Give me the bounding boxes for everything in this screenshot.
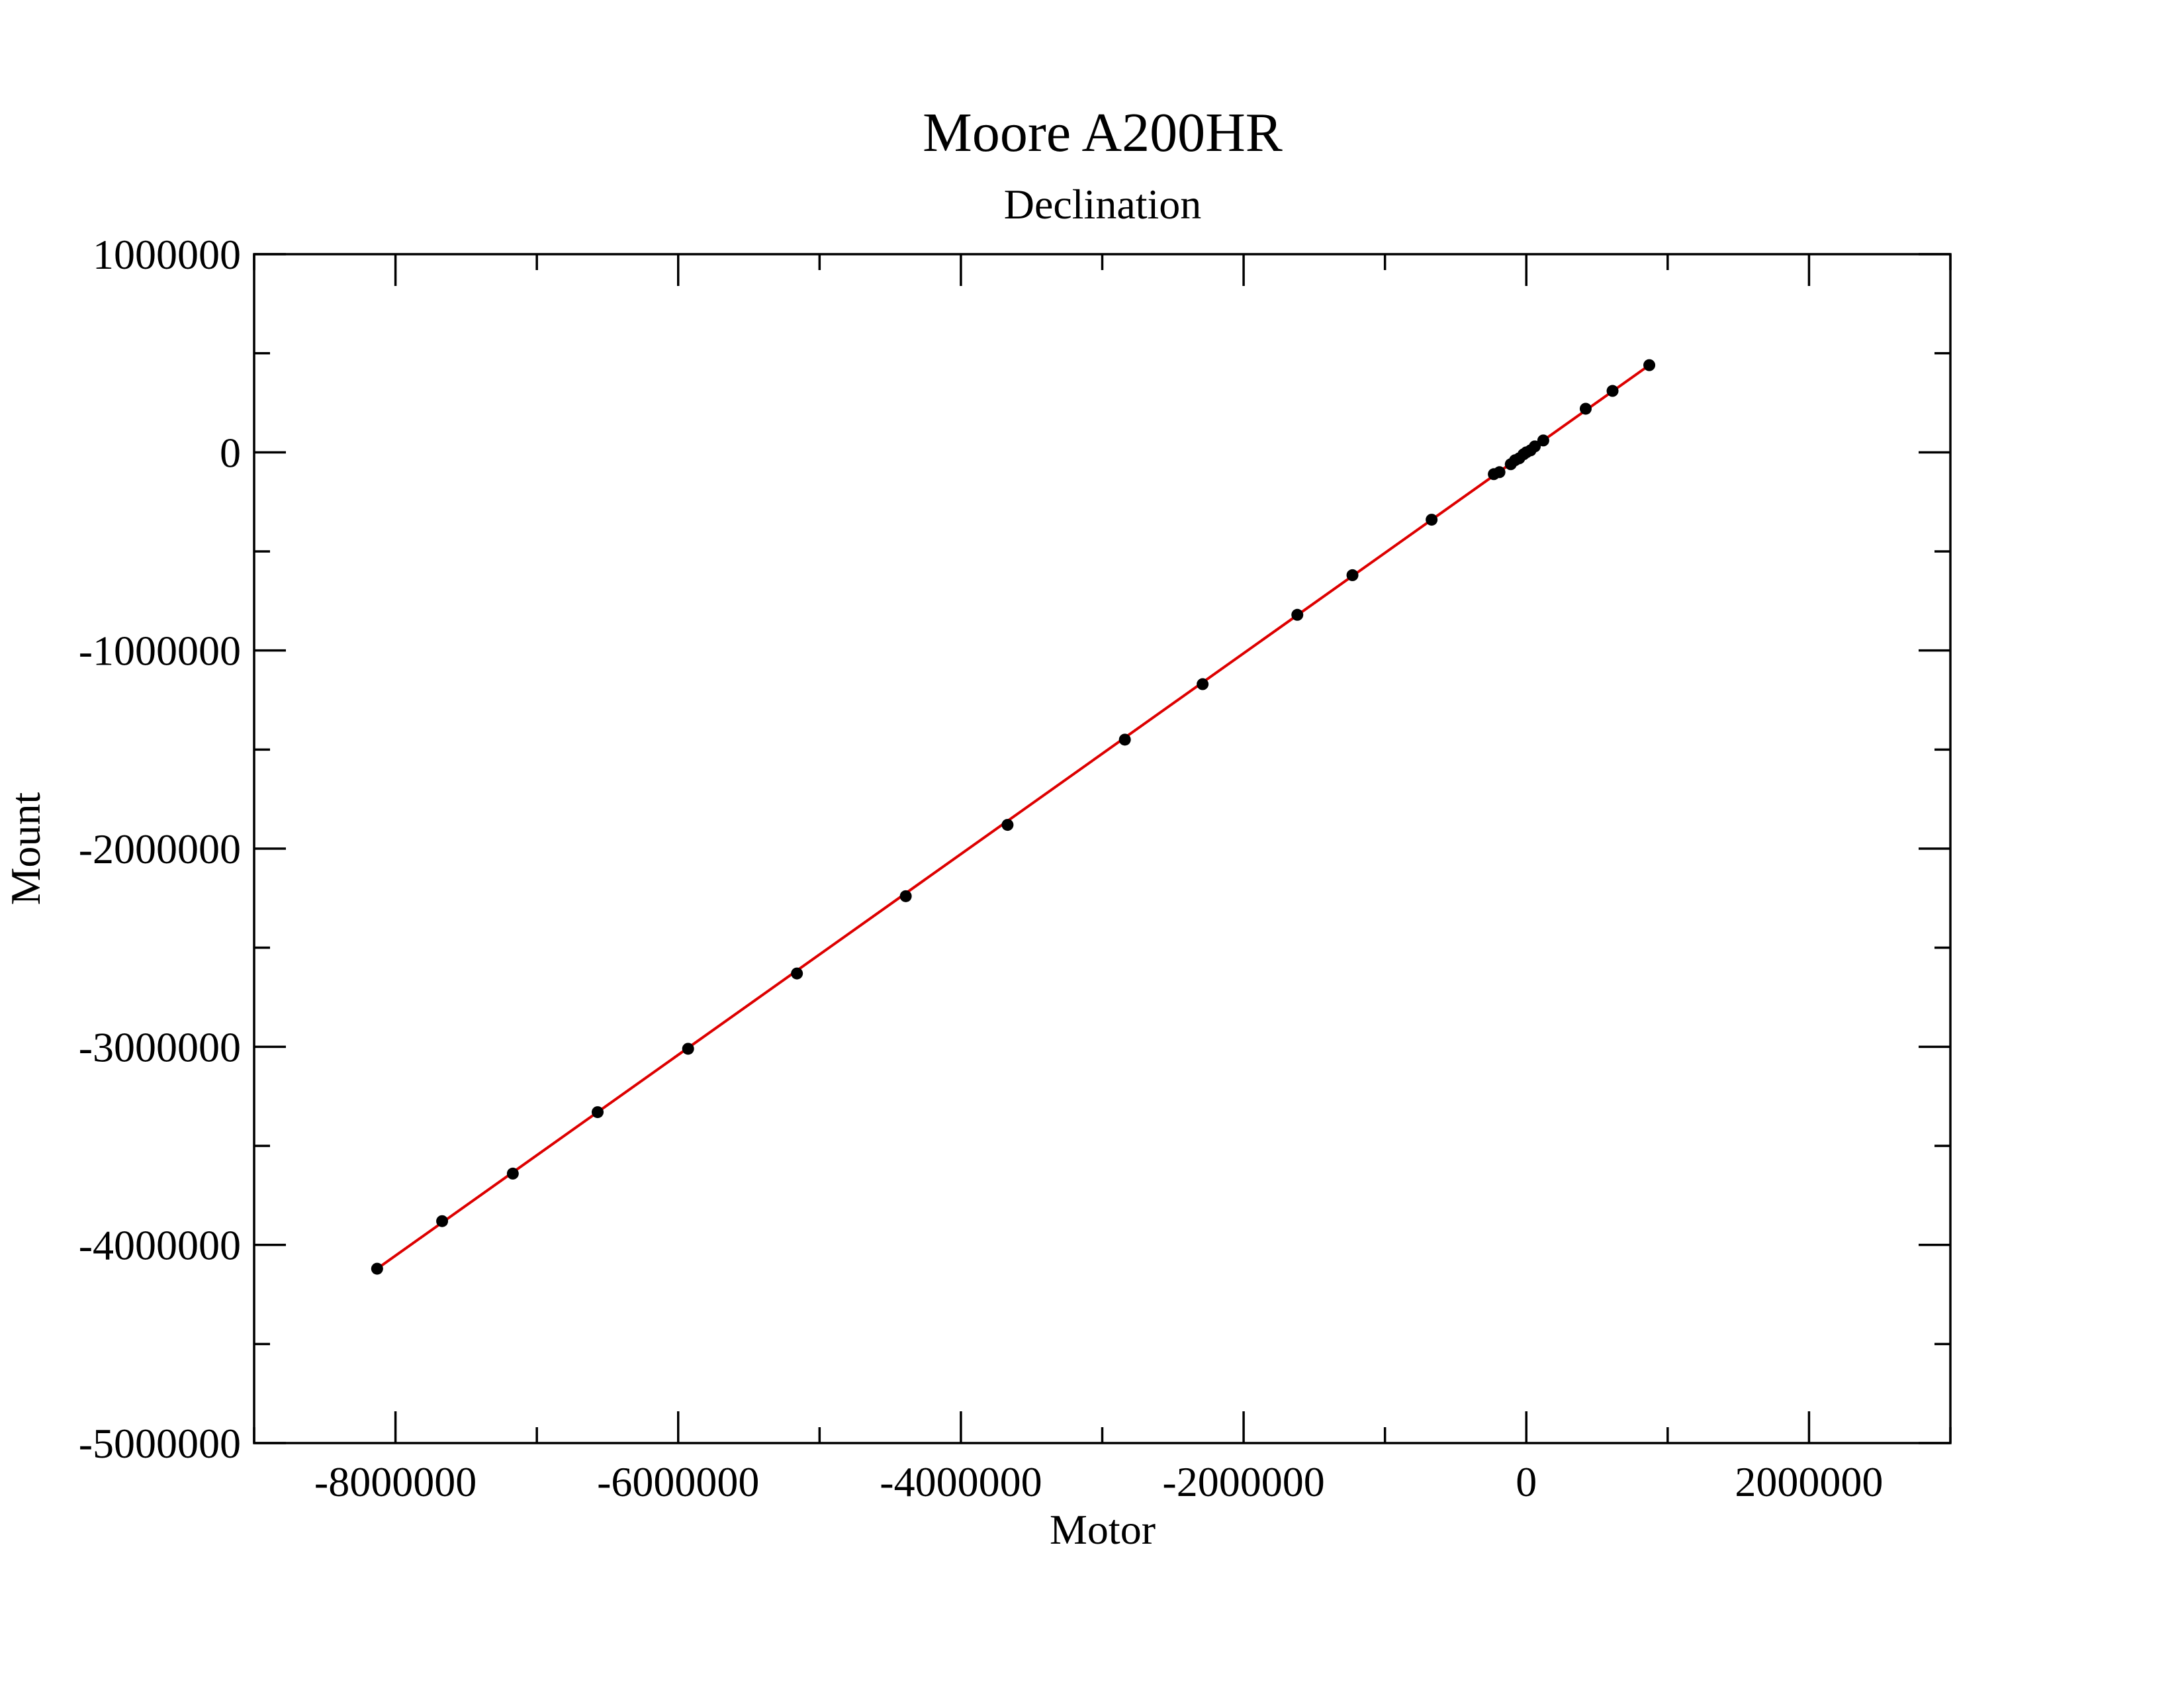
y-tick-label: -2000000 — [79, 825, 241, 872]
axis-tick-labels: -8000000 -6000000 -4000000 -2000000 0 2000000… — [79, 231, 1884, 1505]
axis-ticks — [253, 253, 1952, 1444]
y-tick-label: -4000000 — [79, 1222, 241, 1269]
chart-subtitle: Declination — [1004, 181, 1202, 228]
data-point — [371, 1262, 383, 1275]
y-axis-label: Mount — [2, 792, 49, 905]
data-point — [1001, 819, 1014, 831]
data-point — [1118, 733, 1131, 746]
x-tick-label: 0 — [1516, 1458, 1537, 1505]
data-point — [899, 890, 912, 902]
x-tick-label: 2000000 — [1735, 1458, 1883, 1505]
data-point — [1643, 359, 1656, 371]
x-tick-label: -4000000 — [880, 1458, 1042, 1505]
y-tick-label: 0 — [220, 429, 241, 476]
plot-frame — [253, 253, 1952, 1444]
y-tick-label: -5000000 — [79, 1420, 241, 1467]
y-tick-label: 1000000 — [93, 231, 241, 278]
data-point — [592, 1106, 604, 1119]
data-point — [1493, 466, 1506, 479]
x-tick-label: -2000000 — [1162, 1458, 1324, 1505]
x-tick-label: -8000000 — [314, 1458, 477, 1505]
data-point — [1197, 678, 1209, 690]
data-point — [1606, 385, 1619, 397]
data-point — [1291, 608, 1304, 621]
y-tick-label: -3000000 — [79, 1023, 241, 1070]
y-tick-label: -1000000 — [79, 628, 241, 675]
plot-series — [371, 359, 1656, 1275]
data-point — [1346, 569, 1359, 581]
data-point — [1529, 440, 1541, 453]
data-point — [1426, 514, 1438, 526]
data-point — [506, 1167, 519, 1180]
fit-line — [376, 363, 1651, 1270]
data-point — [1579, 402, 1592, 415]
data-point — [791, 967, 803, 980]
data-point — [682, 1043, 694, 1055]
data-point — [1537, 434, 1549, 447]
data-point — [436, 1215, 449, 1227]
chart-title: Moore A200HR — [923, 102, 1283, 164]
x-axis-label: Motor — [1050, 1506, 1156, 1553]
x-tick-label: -6000000 — [597, 1458, 759, 1505]
